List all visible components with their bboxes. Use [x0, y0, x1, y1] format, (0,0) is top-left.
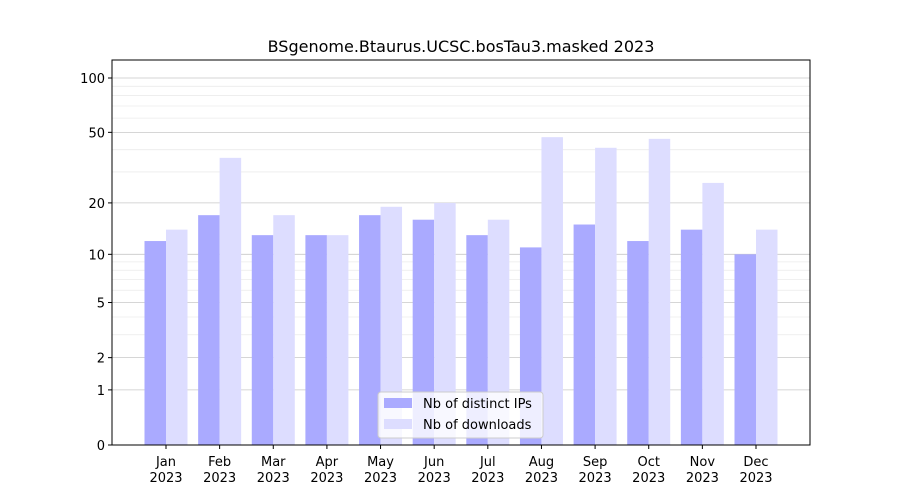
y-tick-label: 2 [97, 352, 105, 367]
y-tick-label: 5 [97, 297, 105, 312]
bar-distinct-ips [251, 235, 274, 445]
bar-downloads [434, 202, 456, 445]
x-tick-label: Jan 2023 [149, 455, 182, 486]
x-tick-label: May 2023 [364, 455, 397, 486]
bar-downloads [219, 157, 242, 446]
bar-distinct-ips [412, 219, 435, 445]
bar-downloads [166, 229, 188, 445]
bar-downloads [380, 206, 403, 445]
bar-downloads [756, 229, 778, 445]
legend-swatch [384, 398, 412, 408]
y-tick-label: 50 [88, 126, 105, 141]
bar-distinct-ips [305, 235, 327, 445]
bar-distinct-ips [734, 254, 756, 445]
legend-label: Nb of distinct IPs [423, 397, 532, 412]
bar-distinct-ips [627, 241, 649, 445]
bar-distinct-ips [359, 215, 381, 445]
bar-downloads [702, 182, 724, 445]
x-tick-label: Jun 2023 [418, 455, 451, 486]
legend-box [377, 391, 544, 439]
x-tick-label: Mar 2023 [257, 455, 290, 486]
legend-label: Nb of downloads [423, 418, 532, 433]
x-tick-label: Oct 2023 [632, 455, 665, 486]
legend-swatch [384, 419, 412, 429]
x-tick-label: Nov 2023 [686, 455, 719, 486]
y-tick-label: 10 [88, 248, 105, 263]
y-tick-label: 0 [97, 439, 105, 454]
bar-distinct-ips [680, 229, 703, 445]
x-tick-label: Apr 2023 [310, 455, 343, 486]
x-tick-label: Jul 2023 [471, 455, 504, 486]
x-tick-label: Dec 2023 [739, 455, 772, 486]
y-tick-label: 1 [97, 384, 105, 399]
bar-downloads [595, 147, 617, 445]
x-tick-label: Feb 2023 [203, 455, 236, 486]
x-tick-label: Aug 2023 [525, 455, 558, 486]
chart-title: BSgenome.Btaurus.UCSC.bosTau3.masked 202… [268, 37, 655, 56]
bar-downloads [541, 137, 563, 445]
bar-downloads [273, 215, 295, 445]
bar-distinct-ips [198, 215, 220, 445]
bar-downloads [487, 219, 510, 445]
y-tick-label: 20 [88, 197, 105, 212]
plot-frame [111, 59, 811, 446]
bar-downloads [648, 138, 671, 446]
y-tick-label: 100 [80, 72, 105, 87]
legend: Nb of distinct IPs Nb of downloads [377, 391, 544, 439]
x-tick-label: Sep 2023 [579, 455, 612, 486]
bar-distinct-ips [144, 241, 166, 445]
bar-downloads [326, 235, 349, 445]
bar-distinct-ips [573, 224, 596, 445]
